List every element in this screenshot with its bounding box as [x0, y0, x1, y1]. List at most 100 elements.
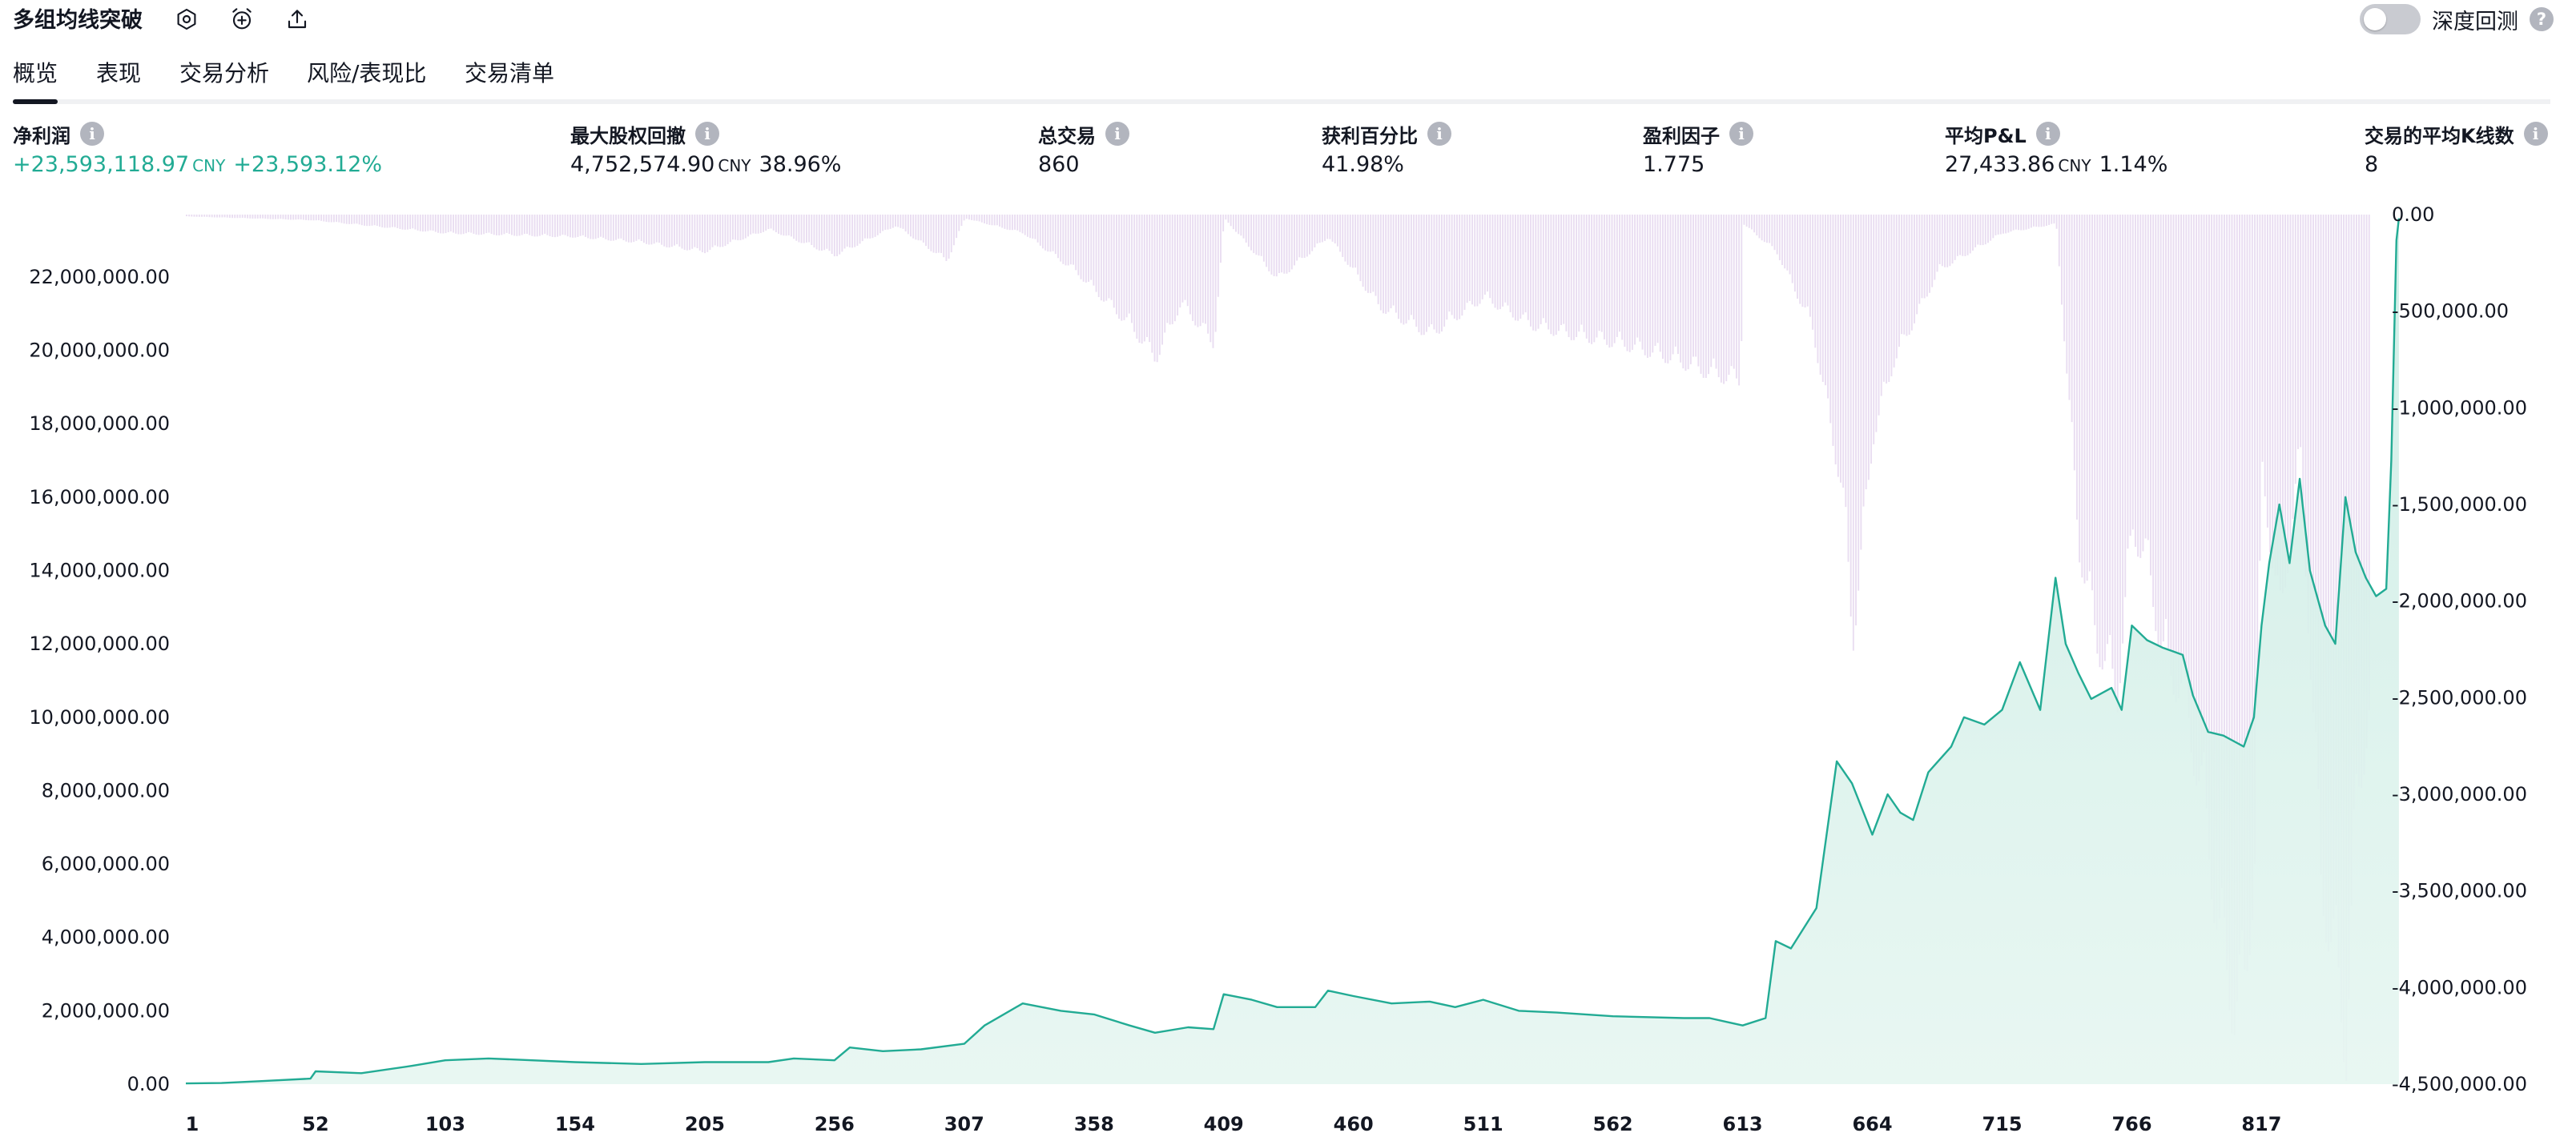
drawdown-bar	[1946, 215, 1949, 267]
drawdown-bar	[2155, 215, 2157, 632]
drawdown-bar	[1515, 215, 1516, 321]
info-icon[interactable]: i	[2523, 122, 2548, 146]
drawdown-bar	[574, 215, 577, 238]
drawdown-bar	[674, 215, 675, 246]
alert-button[interactable]	[227, 5, 256, 34]
drawdown-bar	[960, 215, 963, 227]
drawdown-bar	[252, 215, 254, 219]
drawdown-bar	[1954, 215, 1956, 260]
deep-backtest-toggle[interactable]	[2360, 4, 2421, 34]
drawdown-bar	[1552, 215, 1555, 336]
drawdown-bar	[249, 215, 252, 219]
drawdown-bar	[1326, 215, 1329, 239]
drawdown-bar	[559, 215, 561, 236]
drawdown-bar	[839, 215, 841, 255]
drawdown-bar	[213, 215, 215, 218]
drawdown-bar	[2101, 215, 2103, 670]
tab-trade-list[interactable]: 交易清单	[465, 60, 555, 86]
drawdown-bar	[501, 215, 503, 235]
settings-gear-icon	[177, 8, 196, 30]
drawdown-bar	[1659, 215, 1661, 352]
drawdown-bar	[2289, 215, 2292, 550]
drawdown-bar	[1717, 215, 1720, 378]
info-icon[interactable]: i	[695, 122, 719, 146]
drawdown-bar	[1281, 215, 1283, 273]
drawdown-bar	[1596, 215, 1598, 338]
drawdown-bar	[763, 215, 764, 232]
tab-trade-analysis[interactable]: 交易分析	[179, 60, 270, 86]
drawdown-bar	[518, 215, 521, 236]
drawdown-bar	[1407, 215, 1410, 320]
drawdown-bar	[186, 215, 187, 217]
drawdown-bar	[1634, 215, 1636, 345]
export-button[interactable]	[283, 5, 312, 34]
info-icon[interactable]: i	[80, 122, 104, 146]
drawdown-bar	[1944, 215, 1946, 267]
drawdown-bar	[1171, 215, 1173, 324]
stat-label: 获利百分比	[1322, 124, 1418, 147]
drawdown-bar	[1600, 215, 1603, 332]
tab-performance[interactable]: 表现	[96, 60, 142, 86]
drawdown-bar	[805, 215, 807, 243]
drawdown-bar	[1776, 215, 1778, 255]
drawdown-bar	[1550, 215, 1552, 335]
equity-drawdown-chart[interactable]: 22,000,000.00 20,000,000.00 18,000,000.00 1…	[0, 200, 2576, 1145]
drawdown-bar	[1494, 215, 1496, 308]
left-axis-label: 4,000,000.00	[42, 926, 170, 949]
drawdown-bar	[1146, 215, 1148, 338]
drawdown-bar	[2018, 215, 2019, 231]
drawdown-bar	[404, 215, 406, 230]
drawdown-bar	[1849, 215, 1852, 617]
drawdown-bar	[340, 215, 343, 223]
drawdown-bar	[1557, 215, 1560, 331]
drawdown-bar	[376, 215, 378, 227]
drawdown-bar	[1342, 215, 1344, 257]
drawdown-bar	[2109, 215, 2111, 636]
drawdown-bar	[1628, 215, 1631, 352]
drawdown-bar	[2200, 215, 2203, 766]
drawdown-bar	[1682, 215, 1684, 369]
tab-overview[interactable]: 概览	[13, 60, 58, 86]
drawdown-bar	[915, 215, 917, 240]
drawdown-bar	[724, 215, 727, 247]
drawdown-bar	[1578, 215, 1580, 332]
drawdown-bar	[2185, 215, 2188, 677]
drawdown-bar	[505, 215, 508, 233]
drawdown-bar	[1286, 215, 1288, 274]
drawdown-bar	[666, 215, 668, 247]
info-icon[interactable]: i	[2035, 122, 2060, 146]
drawdown-bar	[2307, 215, 2309, 634]
settings-button[interactable]	[172, 5, 201, 34]
drawdown-bar	[1131, 215, 1133, 323]
drawdown-bar	[627, 215, 630, 243]
drawdown-bar	[2099, 215, 2101, 668]
drawdown-bar	[1700, 215, 1702, 374]
drawdown-bar	[1878, 215, 1880, 416]
drawdown-bar	[925, 215, 927, 247]
drawdown-bar	[579, 215, 582, 236]
tab-risk-ratios[interactable]: 风险/表现比	[307, 60, 427, 86]
left-axis-label: 20,000,000.00	[29, 339, 170, 362]
drawdown-bar	[1321, 215, 1323, 243]
drawdown-bar	[412, 215, 414, 229]
drawdown-bar	[1959, 215, 1962, 255]
drawdown-bar	[1929, 215, 1930, 293]
help-icon[interactable]: ?	[2530, 7, 2554, 31]
drawdown-bar	[1060, 215, 1062, 262]
drawdown-bar	[437, 215, 439, 233]
drawdown-bar	[290, 215, 292, 220]
info-icon[interactable]: i	[1427, 122, 1451, 146]
drawdown-bar	[1438, 215, 1440, 334]
drawdown-bar	[2043, 215, 2045, 227]
drawdown-bar	[1181, 215, 1184, 303]
drawdown-bar	[1720, 215, 1722, 383]
info-icon[interactable]: i	[1729, 122, 1753, 146]
drawdown-bar	[1565, 215, 1568, 331]
drawdown-bar	[384, 215, 386, 228]
info-icon[interactable]: i	[1105, 122, 1129, 146]
drawdown-bar	[2205, 215, 2208, 809]
x-axis-label: 205	[685, 1113, 725, 1135]
drawdown-bar	[1489, 215, 1491, 299]
alarm-clock-add-icon	[232, 8, 252, 30]
drawdown-bar	[1471, 215, 1473, 305]
